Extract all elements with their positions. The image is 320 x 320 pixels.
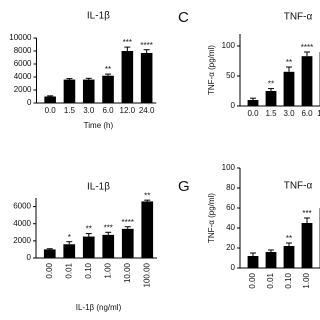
x-tick-label: 0.0 [247, 109, 259, 118]
x-tick-label: 1.5 [265, 109, 277, 118]
y-tick-label: 50 [226, 71, 235, 80]
bar [102, 234, 115, 258]
y-tick-label: 40 [226, 223, 235, 232]
y-tick-label: 100 [222, 41, 236, 50]
y-axis-label: TNF-α (pg/ml) [207, 193, 216, 243]
x-axis-label: IL-1β (ng/ml) [76, 303, 122, 312]
bar [44, 96, 56, 103]
y-tick-label: 60 [226, 203, 235, 212]
y-tick-label: 4000 [14, 72, 32, 81]
y-tick-label: 2000 [14, 85, 32, 94]
y-tick-label: 80 [226, 183, 235, 192]
significance: *** [123, 38, 132, 47]
y-tick-label: 2000 [13, 236, 31, 245]
y-tick-label: 6000 [13, 202, 31, 211]
bar [82, 79, 95, 103]
y-tick-label: 0 [27, 98, 32, 107]
x-tick-label: 3.0 [83, 106, 95, 115]
x-tick-label: 1.00 [302, 272, 311, 288]
x-tick-label: 100.00 [142, 262, 151, 287]
y-tick-label: 20 [226, 243, 235, 252]
bar [121, 51, 134, 103]
x-tick-label: 10.00 [123, 262, 132, 283]
bar [82, 236, 95, 258]
significance: *** [104, 223, 113, 232]
bar [102, 75, 114, 103]
bar [283, 246, 295, 268]
significance: ** [144, 191, 150, 200]
x-tick-label: 6.0 [301, 109, 313, 118]
significance: **** [140, 41, 152, 50]
x-tick-label: 0.01 [266, 272, 275, 288]
bar [121, 228, 134, 258]
y-tick-label: 0 [231, 101, 236, 110]
x-tick-label: 12.0 [120, 106, 136, 115]
significance: **** [301, 43, 313, 52]
y-tick-label: 10000 [9, 33, 32, 42]
significance: ** [105, 65, 111, 74]
bar [247, 100, 259, 106]
bar [265, 91, 277, 106]
significance: * [68, 233, 71, 242]
y-tick-label: 4000 [13, 219, 31, 228]
significance: ** [286, 58, 292, 67]
y-tick-label: 6000 [14, 59, 32, 68]
x-tick-label: 0.01 [64, 262, 73, 278]
bar [301, 56, 313, 106]
bar [141, 201, 154, 258]
x-tick-label: 1.00 [103, 262, 112, 278]
y-tick-label: 0 [27, 253, 32, 262]
y-tick-label: 8000 [14, 46, 32, 55]
x-tick-label: 24.0 [139, 106, 155, 115]
x-tick-label: 6.0 [102, 106, 114, 115]
x-tick-label: 0.00 [45, 262, 54, 278]
panel-letter: C [178, 9, 189, 26]
significance: ** [286, 234, 292, 243]
bar [283, 71, 295, 106]
y-tick-label: 0 [231, 263, 236, 272]
significance: **** [122, 218, 134, 227]
x-tick-label: 1.5 [64, 106, 76, 115]
x-tick-label: 3.0 [283, 109, 295, 118]
x-tick-label: 12.0 [317, 109, 320, 118]
chart-title: TNF-α [284, 12, 313, 23]
y-axis-label: TNF-α (pg/ml) [207, 45, 216, 95]
significance: ** [86, 225, 92, 234]
chart-title: IL-1β [87, 182, 110, 193]
bar [43, 249, 56, 258]
bar [247, 256, 259, 268]
significance: ** [268, 80, 274, 89]
x-tick-label: 0.00 [248, 272, 257, 288]
chart-title: IL-1β [87, 11, 110, 22]
bar [265, 252, 277, 268]
bar [301, 223, 313, 268]
significance: *** [302, 209, 311, 218]
bar [63, 244, 76, 258]
x-tick-label: 0.10 [84, 262, 93, 278]
bar [63, 79, 76, 103]
chart-title: TNF-α [284, 181, 313, 192]
x-axis-label: Time (h) [84, 121, 114, 130]
x-tick-label: 0.0 [45, 106, 57, 115]
x-tick-label: 0.10 [284, 272, 293, 288]
panel-letter: G [178, 178, 190, 195]
y-tick-label: 100 [222, 163, 236, 172]
bar [140, 52, 153, 103]
